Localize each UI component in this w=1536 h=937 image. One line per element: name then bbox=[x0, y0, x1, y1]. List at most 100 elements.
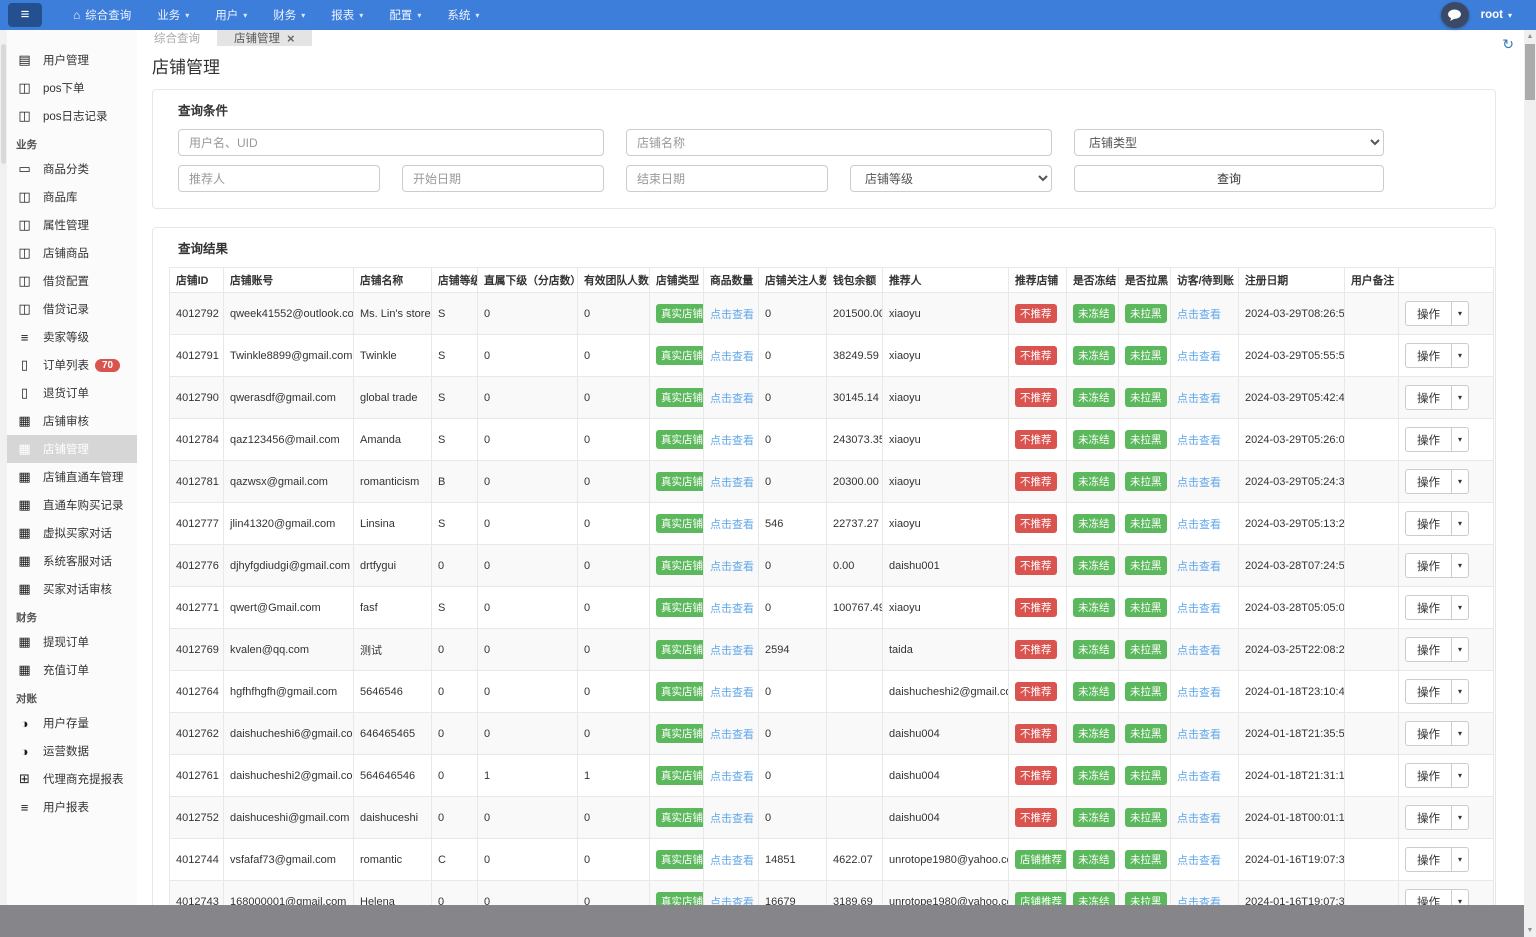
action-button[interactable]: 操作 bbox=[1405, 805, 1452, 830]
cell-goods-count[interactable]: 点击查看 bbox=[703, 376, 759, 419]
action-dropdown-button[interactable]: ▾ bbox=[1452, 301, 1470, 326]
sidebar-item-return-orders[interactable]: ▯ 退货订单 bbox=[7, 379, 137, 407]
tab-comprehensive-query[interactable]: 综合查询 bbox=[137, 30, 217, 46]
visitors-view-link[interactable]: 点击查看 bbox=[1177, 602, 1221, 615]
nav-item-comprehensive-query[interactable]: ⌂ 综合查询 bbox=[60, 0, 144, 30]
action-button[interactable]: 操作 bbox=[1405, 763, 1452, 788]
goods-view-link[interactable]: 点击查看 bbox=[710, 392, 754, 405]
cell-visitors[interactable]: 点击查看 bbox=[1170, 628, 1239, 671]
sidebar-item-shop-train-management[interactable]: ▦ 店铺直通车管理 bbox=[7, 463, 137, 491]
visitors-view-link[interactable]: 点击查看 bbox=[1177, 518, 1221, 531]
referrer-input[interactable] bbox=[178, 165, 380, 192]
sidebar-item-goods-category[interactable]: ▭ 商品分类 bbox=[7, 155, 137, 183]
sidebar-item-seller-level[interactable]: ≡ 卖家等级 bbox=[7, 323, 137, 351]
cell-visitors[interactable]: 点击查看 bbox=[1170, 712, 1239, 755]
cell-visitors[interactable]: 点击查看 bbox=[1170, 670, 1239, 713]
nav-item-system[interactable]: 系统 ▾ bbox=[434, 0, 492, 30]
visitors-view-link[interactable]: 点击查看 bbox=[1177, 812, 1221, 825]
goods-view-link[interactable]: 点击查看 bbox=[710, 434, 754, 447]
nav-item-config[interactable]: 配置 ▾ bbox=[376, 0, 434, 30]
cell-goods-count[interactable]: 点击查看 bbox=[703, 502, 759, 545]
chat-button[interactable] bbox=[1440, 2, 1469, 28]
scroll-down-icon[interactable]: ▼ bbox=[1526, 927, 1534, 934]
action-dropdown-button[interactable]: ▾ bbox=[1452, 763, 1470, 788]
cell-visitors[interactable]: 点击查看 bbox=[1170, 376, 1239, 419]
scrollbar-thumb[interactable] bbox=[1525, 44, 1535, 100]
visitors-view-link[interactable]: 点击查看 bbox=[1177, 434, 1221, 447]
goods-view-link[interactable]: 点击查看 bbox=[710, 686, 754, 699]
shop-name-input[interactable] bbox=[626, 129, 1052, 156]
username-uid-input[interactable] bbox=[178, 129, 604, 156]
goods-view-link[interactable]: 点击查看 bbox=[710, 308, 754, 321]
cell-goods-count[interactable]: 点击查看 bbox=[703, 292, 759, 335]
action-dropdown-button[interactable]: ▾ bbox=[1452, 469, 1470, 494]
sidebar-item-agent-recharge-report[interactable]: ⊞ 代理商充提报表 bbox=[7, 765, 137, 793]
goods-view-link[interactable]: 点击查看 bbox=[710, 728, 754, 741]
scroll-up-icon[interactable]: ▲ bbox=[1526, 33, 1534, 40]
action-button[interactable]: 操作 bbox=[1405, 847, 1452, 872]
cell-goods-count[interactable]: 点击查看 bbox=[703, 418, 759, 461]
cell-goods-count[interactable]: 点击查看 bbox=[703, 670, 759, 713]
action-dropdown-button[interactable]: ▾ bbox=[1452, 721, 1470, 746]
sidebar-item-buyer-chat-review[interactable]: ▦ 买家对话审核 bbox=[7, 575, 137, 603]
cell-visitors[interactable]: 点击查看 bbox=[1170, 544, 1239, 587]
sidebar-item-operation-data[interactable]: ◑ 运营数据 bbox=[7, 737, 137, 765]
cell-visitors[interactable]: 点击查看 bbox=[1170, 586, 1239, 629]
refresh-icon[interactable]: ↻ bbox=[1502, 36, 1514, 52]
vertical-scrollbar[interactable]: ▲ ▼ bbox=[1524, 30, 1536, 937]
action-button[interactable]: 操作 bbox=[1405, 595, 1452, 620]
start-date-input[interactable] bbox=[402, 165, 604, 192]
cell-goods-count[interactable]: 点击查看 bbox=[703, 628, 759, 671]
cell-goods-count[interactable]: 点击查看 bbox=[703, 544, 759, 587]
cell-goods-count[interactable]: 点击查看 bbox=[703, 796, 759, 839]
shop-level-select[interactable]: 店铺等级 bbox=[850, 165, 1052, 192]
goods-view-link[interactable]: 点击查看 bbox=[710, 560, 754, 573]
visitors-view-link[interactable]: 点击查看 bbox=[1177, 686, 1221, 699]
visitors-view-link[interactable]: 点击查看 bbox=[1177, 308, 1221, 321]
sidebar-item-loan-records[interactable]: ◫ 借贷记录 bbox=[7, 295, 137, 323]
cell-visitors[interactable]: 点击查看 bbox=[1170, 334, 1239, 377]
sidebar-item-train-purchase-records[interactable]: ▦ 直通车购买记录 bbox=[7, 491, 137, 519]
visitors-view-link[interactable]: 点击查看 bbox=[1177, 560, 1221, 573]
cell-visitors[interactable]: 点击查看 bbox=[1170, 292, 1239, 335]
action-dropdown-button[interactable]: ▾ bbox=[1452, 385, 1470, 410]
user-menu[interactable]: root ▾ bbox=[1481, 9, 1512, 21]
action-button[interactable]: 操作 bbox=[1405, 385, 1452, 410]
action-button[interactable]: 操作 bbox=[1405, 469, 1452, 494]
menu-toggle-button[interactable]: ≡ bbox=[8, 3, 42, 27]
visitors-view-link[interactable]: 点击查看 bbox=[1177, 644, 1221, 657]
sidebar-item-user-report[interactable]: ≡ 用户报表 bbox=[7, 793, 137, 821]
visitors-view-link[interactable]: 点击查看 bbox=[1177, 476, 1221, 489]
cell-visitors[interactable]: 点击查看 bbox=[1170, 796, 1239, 839]
action-dropdown-button[interactable]: ▾ bbox=[1452, 595, 1470, 620]
action-button[interactable]: 操作 bbox=[1405, 511, 1452, 536]
cell-visitors[interactable]: 点击查看 bbox=[1170, 418, 1239, 461]
sidebar-scrollbar-thumb[interactable] bbox=[1, 44, 6, 164]
sidebar-item-withdraw-orders[interactable]: ▦ 提现订单 bbox=[7, 628, 137, 656]
action-dropdown-button[interactable]: ▾ bbox=[1452, 679, 1470, 704]
action-dropdown-button[interactable]: ▾ bbox=[1452, 511, 1470, 536]
action-button[interactable]: 操作 bbox=[1405, 343, 1452, 368]
nav-item-users[interactable]: 用户 ▾ bbox=[202, 0, 260, 30]
cell-goods-count[interactable]: 点击查看 bbox=[703, 754, 759, 797]
sidebar-item-attribute-management[interactable]: ◫ 属性管理 bbox=[7, 211, 137, 239]
sidebar-item-user-management[interactable]: ▤ 用户管理 bbox=[7, 46, 137, 74]
sidebar-item-system-service-chat[interactable]: ▦ 系统客服对话 bbox=[7, 547, 137, 575]
action-button[interactable]: 操作 bbox=[1405, 427, 1452, 452]
cell-goods-count[interactable]: 点击查看 bbox=[703, 712, 759, 755]
visitors-view-link[interactable]: 点击查看 bbox=[1177, 392, 1221, 405]
cell-goods-count[interactable]: 点击查看 bbox=[703, 460, 759, 503]
action-dropdown-button[interactable]: ▾ bbox=[1452, 343, 1470, 368]
sidebar-scrollbar[interactable] bbox=[0, 30, 7, 905]
cell-visitors[interactable]: 点击查看 bbox=[1170, 754, 1239, 797]
cell-goods-count[interactable]: 点击查看 bbox=[703, 334, 759, 377]
visitors-view-link[interactable]: 点击查看 bbox=[1177, 728, 1221, 741]
sidebar-item-shop-review[interactable]: ▦ 店铺审核 bbox=[7, 407, 137, 435]
visitors-view-link[interactable]: 点击查看 bbox=[1177, 770, 1221, 783]
goods-view-link[interactable]: 点击查看 bbox=[710, 602, 754, 615]
sidebar-item-recharge-orders[interactable]: ▦ 充值订单 bbox=[7, 656, 137, 684]
visitors-view-link[interactable]: 点击查看 bbox=[1177, 854, 1221, 867]
cell-goods-count[interactable]: 点击查看 bbox=[703, 586, 759, 629]
action-button[interactable]: 操作 bbox=[1405, 553, 1452, 578]
action-dropdown-button[interactable]: ▾ bbox=[1452, 553, 1470, 578]
